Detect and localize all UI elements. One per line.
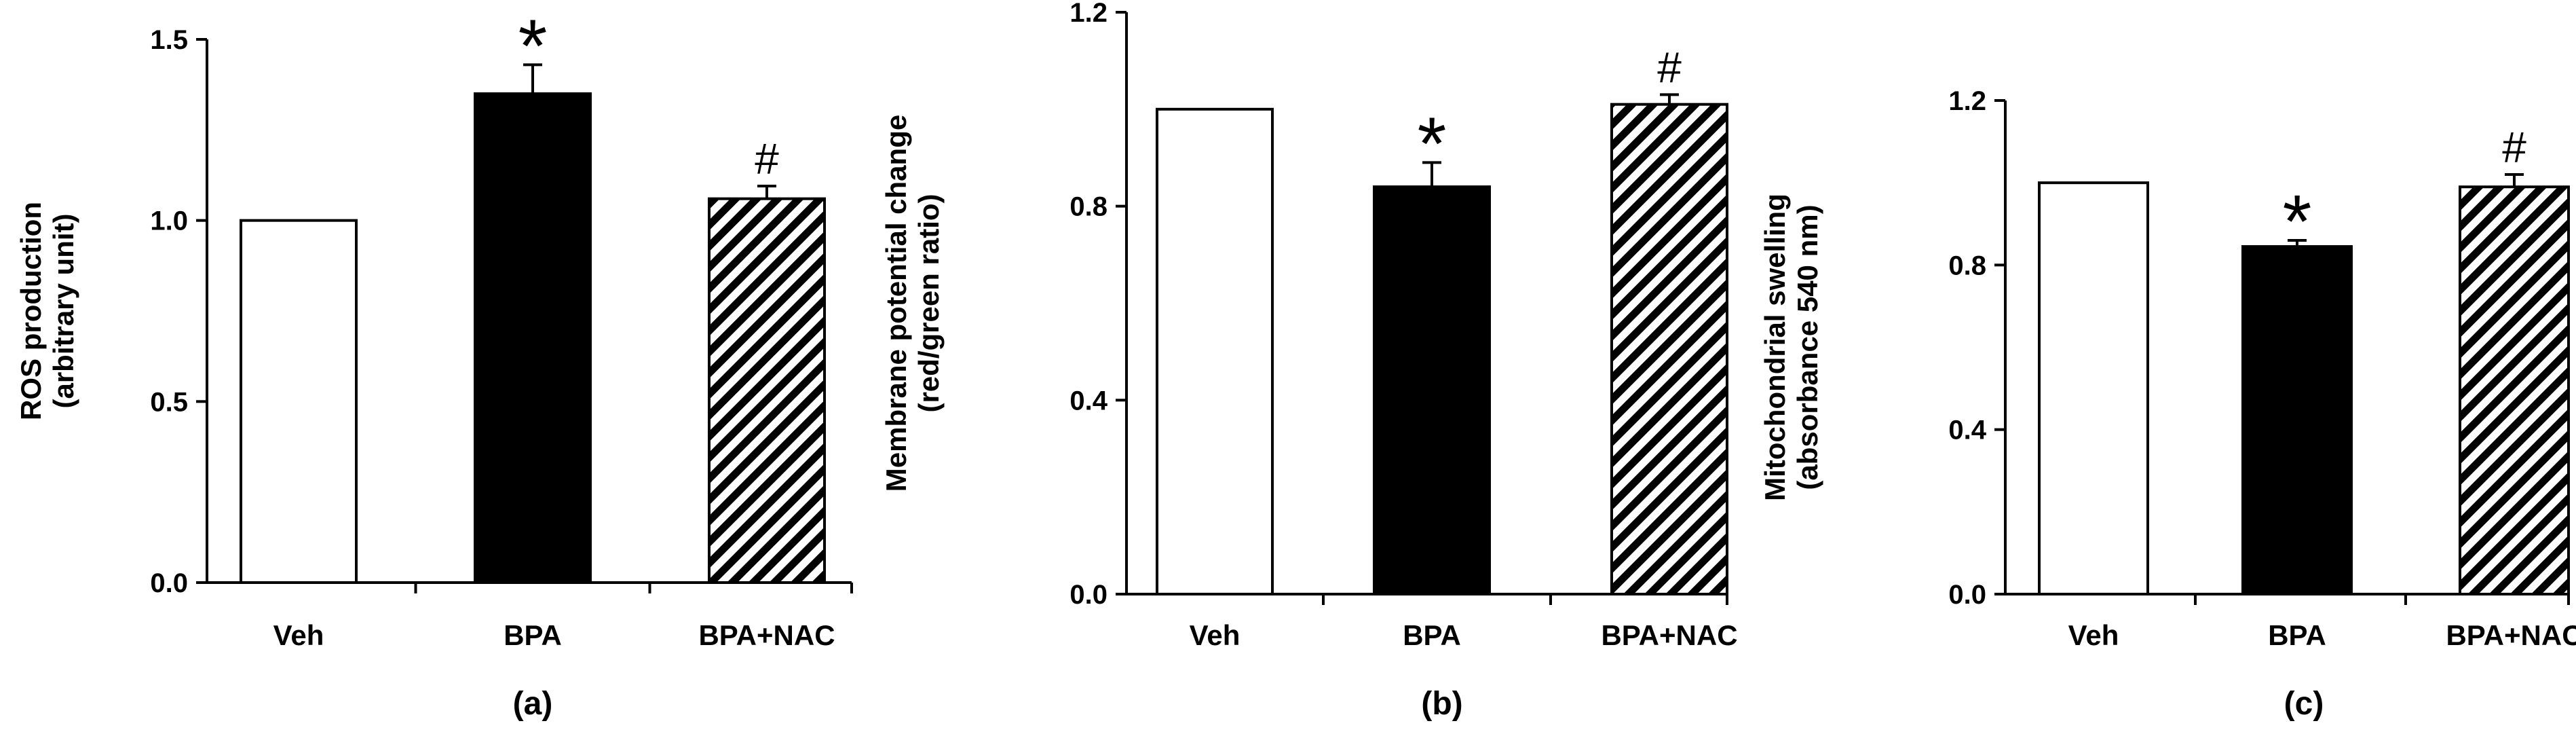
bar-veh <box>240 219 358 584</box>
category-label: BPA+NAC <box>698 619 835 651</box>
significance-mark: # <box>1657 43 1682 92</box>
y-tick-label: 0.8 <box>1948 251 1986 280</box>
bar-bpa-nac <box>1610 103 1728 596</box>
y-tick-label: 1.0 <box>150 206 188 236</box>
bar-bpa <box>1373 185 1491 596</box>
y-tick-label: 1.2 <box>1069 0 1107 28</box>
category-label: BPA+NAC <box>1601 619 1737 651</box>
y-tick-label: 0.0 <box>1948 580 1986 610</box>
y-axis-title-line1: ROS production <box>15 202 47 420</box>
category-label: BPA+NAC <box>2446 619 2576 651</box>
y-tick-label: 0.0 <box>150 568 188 598</box>
y-axis-title-line2: (red/green ratio) <box>913 194 945 412</box>
category-label: Veh <box>1190 619 1240 651</box>
category-label: BPA <box>1403 619 1461 651</box>
significance-mark: # <box>755 134 779 183</box>
significance-mark: # <box>2502 123 2526 172</box>
y-tick-label: 0.0 <box>1069 580 1107 610</box>
category-label: BPA <box>2268 619 2326 651</box>
y-tick-label: 0.5 <box>150 387 188 417</box>
bar-bpa-nac <box>708 197 826 584</box>
bar-bpa <box>474 92 592 584</box>
significance-mark: * <box>1418 102 1447 185</box>
y-tick-label: 1.2 <box>1948 86 1986 116</box>
significance-mark: * <box>2283 180 2312 263</box>
chart-panel-1: 0.0 0.5 1.0 1.5 Veh * BPA # BPA+NAC ROS productio… <box>15 4 853 722</box>
panel-label: (a) <box>513 686 553 722</box>
chart-panel-3: 0.0 0.4 0.8 1.2 Veh * BPA # BPA+NAC Mitochondrial… <box>1759 86 2576 722</box>
bar-bpa-nac <box>2459 185 2570 596</box>
y-axis-title-line2: (absorbance 540 nm) <box>1792 204 1823 490</box>
chart-panel-2: 0.0 0.4 0.8 1.2 Veh * BPA # BPA+NAC Membrane pote… <box>880 0 1738 722</box>
y-tick-label: 0.4 <box>1069 386 1107 416</box>
bar-veh <box>2038 181 2149 595</box>
panel-label: (c) <box>2284 686 2324 722</box>
bar-bpa <box>2241 245 2353 595</box>
category-label: Veh <box>273 619 324 651</box>
y-axis-title-line1: Mitochondrial swelling <box>1759 194 1791 501</box>
y-tick-label: 0.4 <box>1948 416 1986 445</box>
panel-label: (b) <box>1421 686 1462 722</box>
category-label: Veh <box>2068 619 2119 651</box>
significance-mark: * <box>518 4 548 88</box>
y-axis-title-line2: (arbitrary unit) <box>48 213 79 408</box>
y-tick-label: 1.5 <box>150 25 188 55</box>
y-axis-title-line1: Membrane potential change <box>880 115 912 492</box>
category-label: BPA <box>504 619 562 651</box>
y-tick-label: 0.8 <box>1069 192 1107 222</box>
bar-veh <box>1156 107 1274 596</box>
